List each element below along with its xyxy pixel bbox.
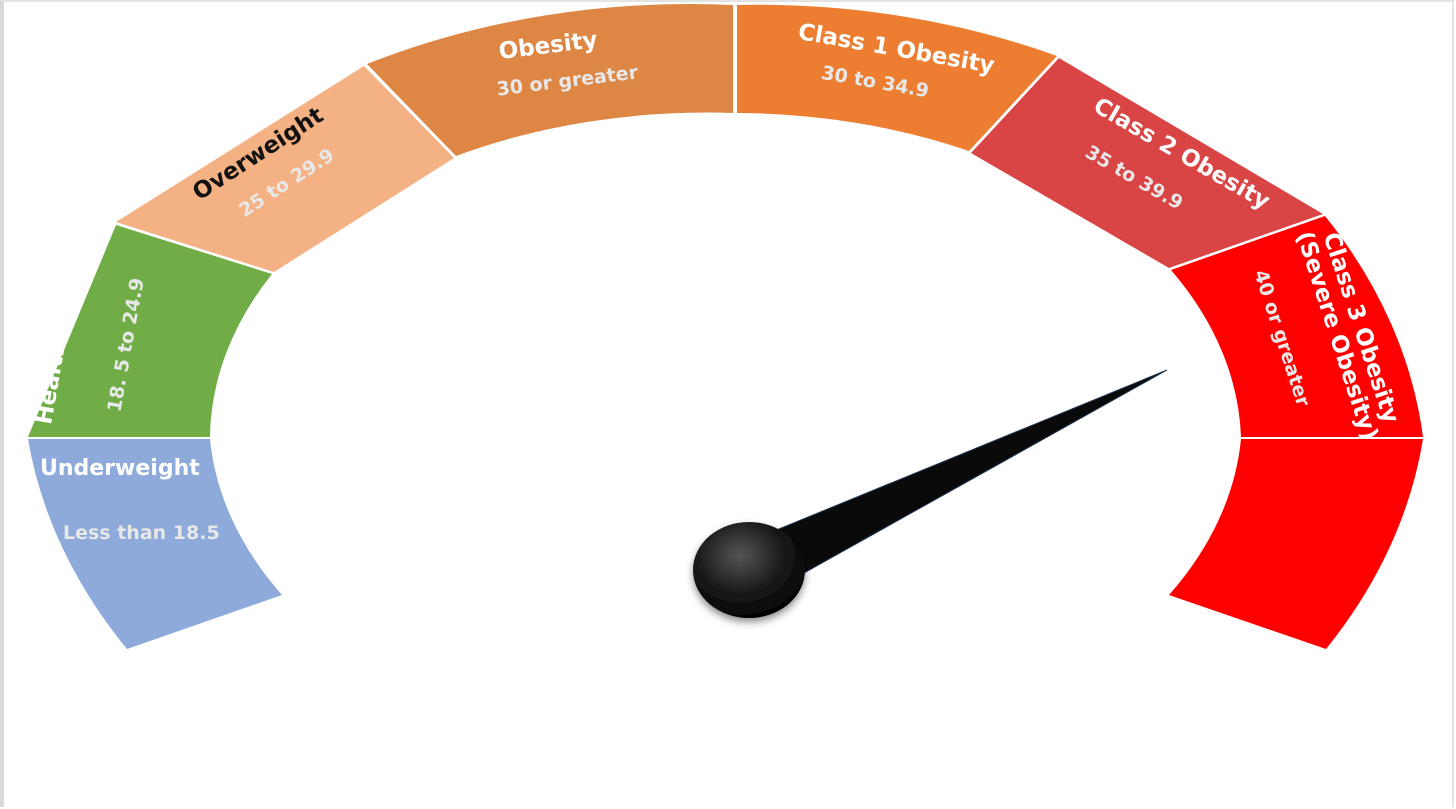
segment-underweight [28, 439, 282, 649]
segment-overweight [116, 66, 454, 272]
segment-healthy-weight [28, 225, 272, 437]
segment-class3-obesity-upper [1171, 216, 1423, 437]
underweight-title: Underweight [40, 456, 200, 481]
underweight-range: Less than 18.5 [63, 522, 220, 544]
segment-class1-obesity [737, 4, 1057, 152]
segment-class3-obesity-lower [1169, 439, 1423, 649]
segment-obesity [367, 3, 733, 157]
needle-hub [693, 522, 805, 618]
gauge-needle [751, 369, 1168, 579]
segment-class2-obesity [971, 58, 1323, 268]
